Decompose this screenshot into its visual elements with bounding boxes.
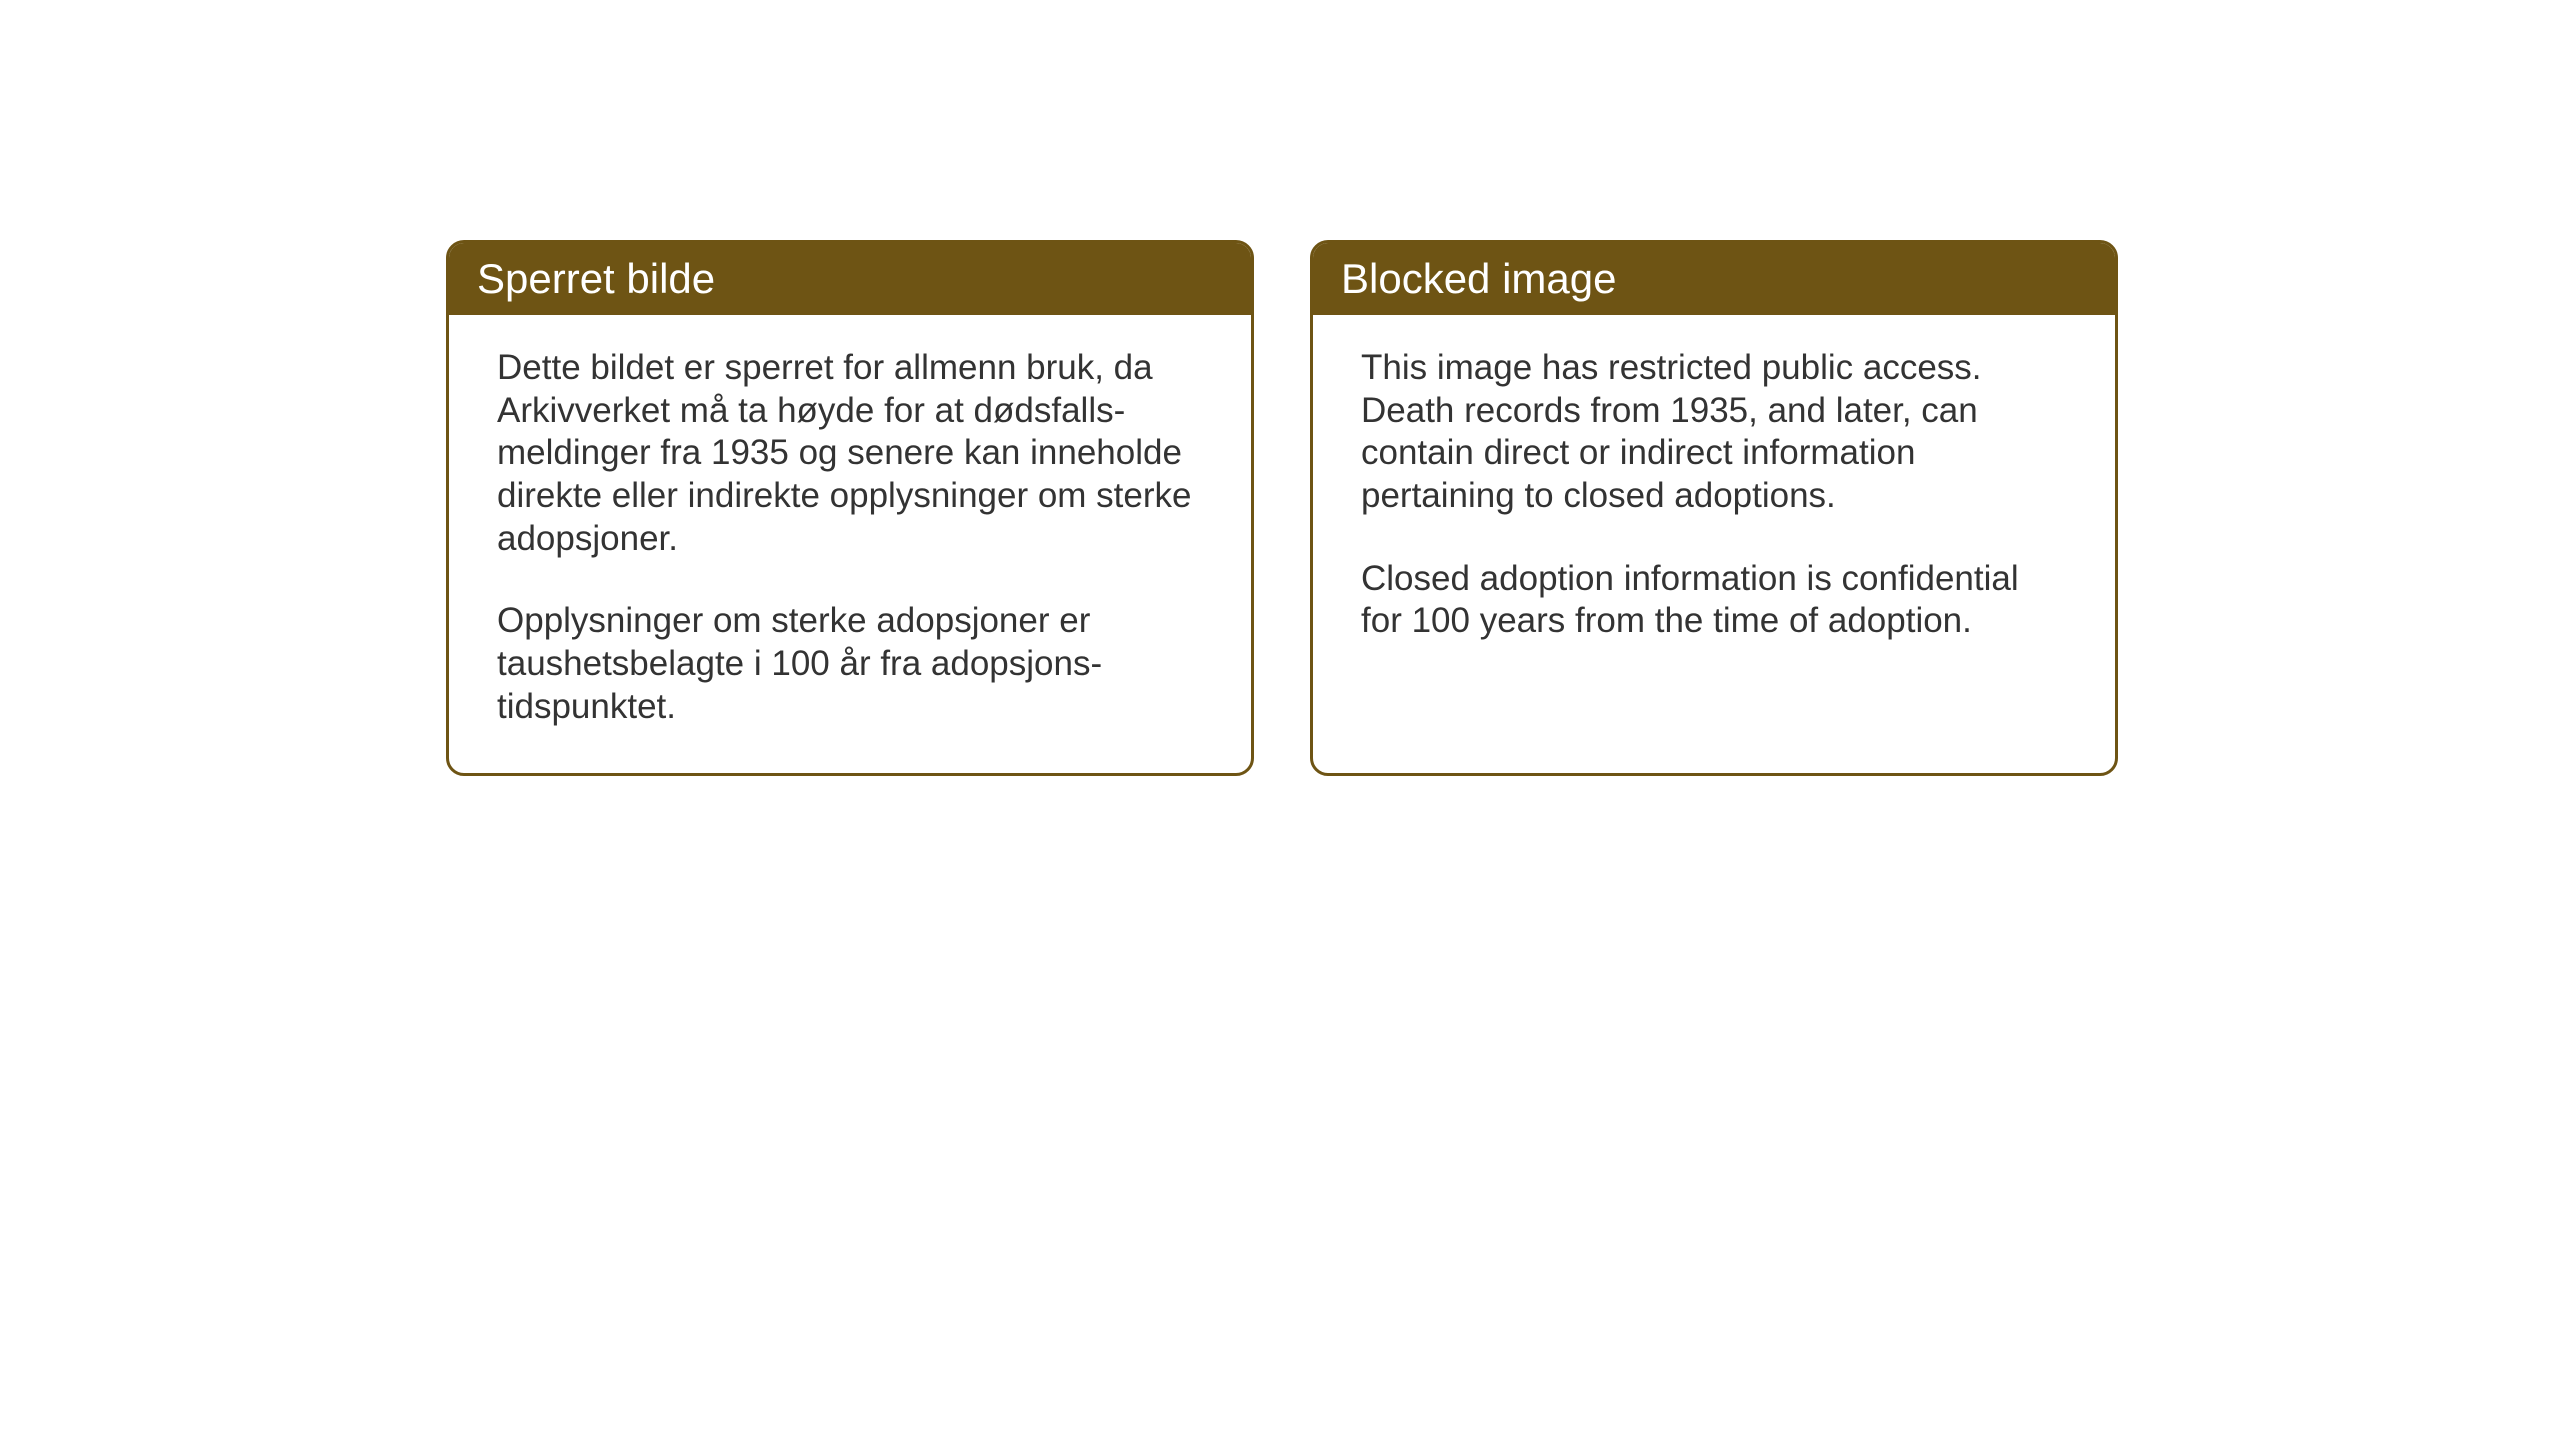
norwegian-card-body: Dette bildet er sperret for allmenn bruk… — [449, 315, 1251, 773]
english-card-title: Blocked image — [1313, 243, 2115, 315]
notice-container: Sperret bilde Dette bildet er sperret fo… — [446, 240, 2118, 776]
norwegian-card-title: Sperret bilde — [449, 243, 1251, 315]
english-paragraph-1: This image has restricted public access.… — [1361, 347, 2067, 518]
norwegian-paragraph-2: Opplysninger om sterke adopsjoner er tau… — [497, 600, 1203, 728]
norwegian-card: Sperret bilde Dette bildet er sperret fo… — [446, 240, 1254, 776]
english-card-body: This image has restricted public access.… — [1313, 315, 2115, 687]
english-card: Blocked image This image has restricted … — [1310, 240, 2118, 776]
english-paragraph-2: Closed adoption information is confident… — [1361, 558, 2067, 643]
norwegian-paragraph-1: Dette bildet er sperret for allmenn bruk… — [497, 347, 1203, 560]
